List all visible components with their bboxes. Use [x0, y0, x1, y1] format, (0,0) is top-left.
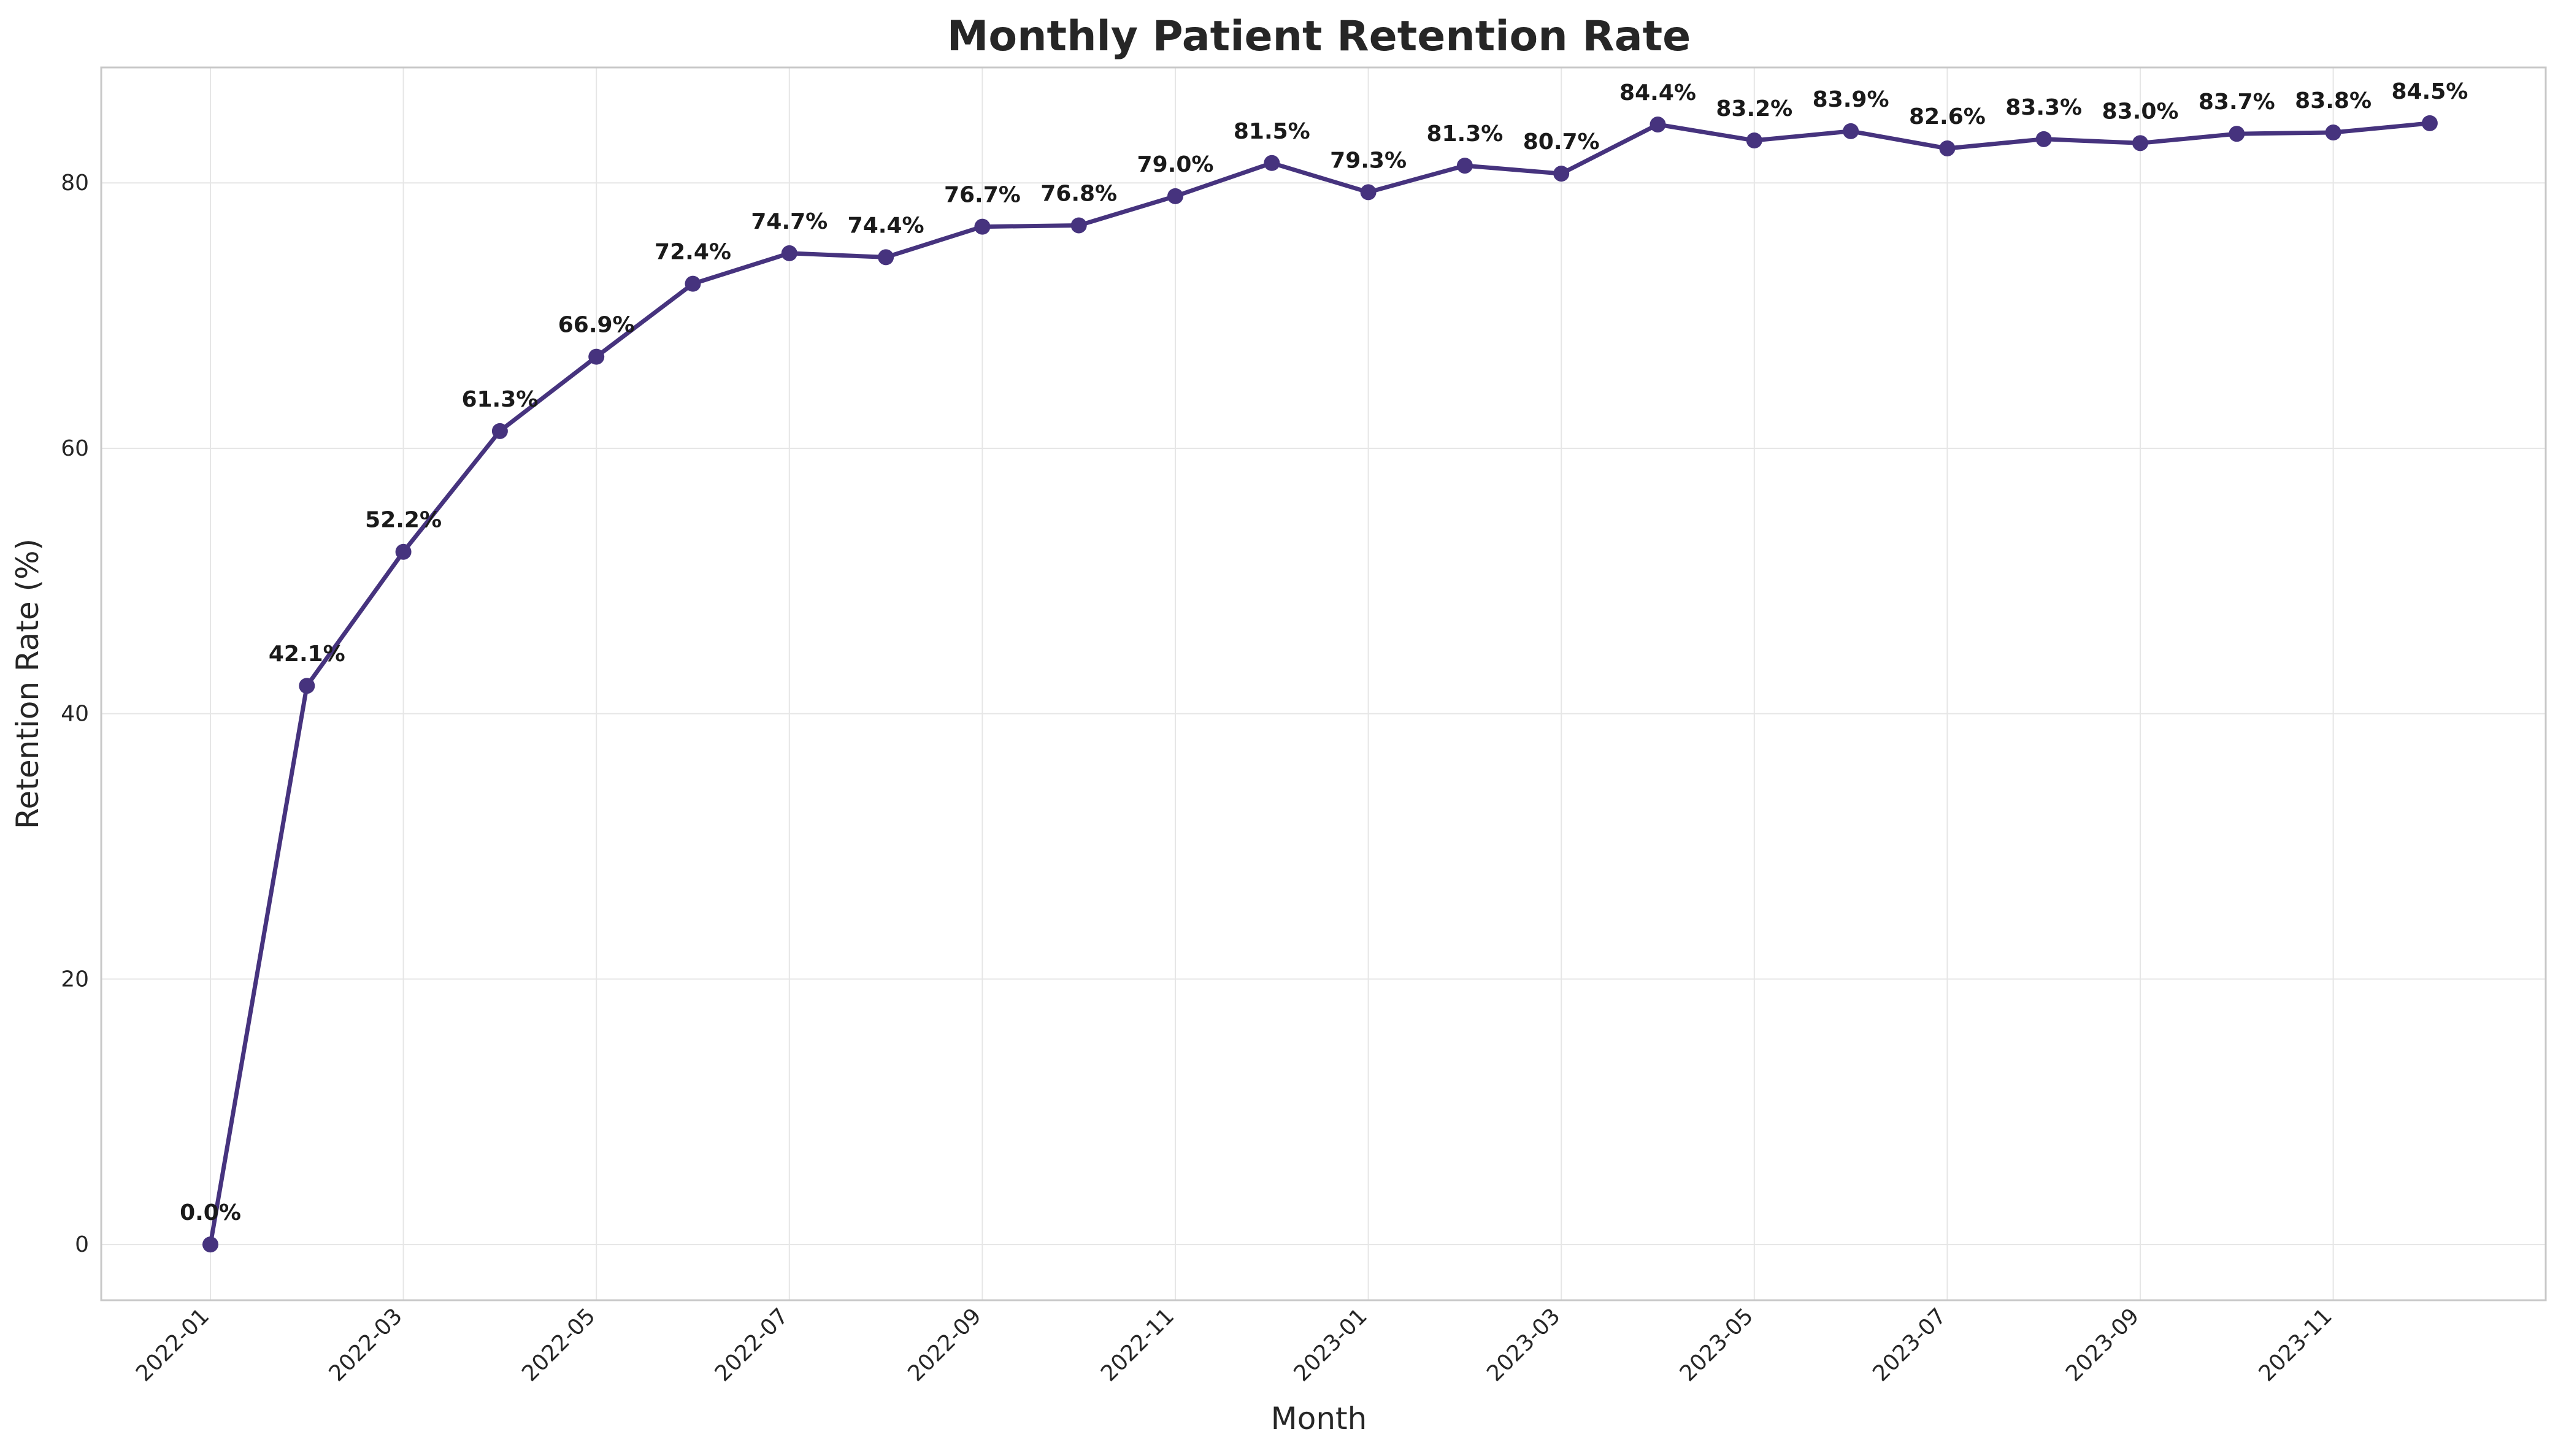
series: [202, 115, 2438, 1253]
data-point: [1070, 217, 1087, 234]
y-tick-label: 20: [61, 967, 89, 992]
data-point: [1939, 140, 1956, 156]
data-label: 0.0%: [180, 1200, 241, 1225]
data-label: 76.8%: [1040, 181, 1117, 206]
y-tick-label: 0: [75, 1232, 89, 1257]
data-point: [1553, 166, 1570, 182]
series-line: [208, 121, 2430, 1245]
y-tick-label: 60: [61, 436, 89, 461]
data-labels: 0.0% 42.1% 52.2% 61.3% 66.9% 72.4% 74.7% 74.4% 7…: [180, 79, 2468, 1225]
y-axis-label: Retention Rate (%): [10, 538, 45, 829]
x-tick-label: 2023-03: [1482, 1303, 1565, 1386]
data-point: [2325, 125, 2341, 141]
chart-title: Monthly Patient Retention Rate: [947, 12, 1691, 61]
data-label: 83.8%: [2295, 88, 2372, 113]
x-tick-label: 2022-05: [517, 1303, 600, 1386]
data-label: 81.5%: [1234, 119, 1310, 144]
y-tick-label: 40: [61, 702, 89, 727]
data-point: [491, 423, 508, 439]
data-point: [1456, 158, 1473, 174]
data-label: 84.5%: [2391, 79, 2468, 104]
data-point: [299, 678, 315, 694]
data-label: 66.9%: [558, 313, 635, 338]
x-tick-label: 2022-03: [325, 1303, 407, 1386]
x-tick-label: 2022-09: [903, 1303, 986, 1386]
x-tick-label: 2023-11: [2254, 1303, 2337, 1386]
data-point: [2132, 135, 2148, 151]
data-label: 74.4%: [848, 213, 924, 238]
x-tick-label: 2023-05: [1675, 1303, 1758, 1386]
data-label: 82.6%: [1909, 104, 1986, 129]
data-label: 42.1%: [269, 642, 345, 667]
x-tick-label: 2022-07: [710, 1303, 793, 1386]
data-point: [781, 245, 797, 261]
data-label: 83.7%: [2199, 90, 2275, 115]
data-point: [588, 348, 605, 365]
data-label: 84.4%: [1619, 80, 1696, 105]
y-tick-label: 80: [61, 171, 89, 196]
data-label: 76.7%: [944, 183, 1021, 208]
data-point: [685, 275, 701, 292]
plot-frame: [100, 66, 2547, 1301]
x-tick-label: 2023-09: [2061, 1303, 2144, 1386]
data-label: 74.7%: [751, 209, 828, 234]
data-label: 79.0%: [1137, 152, 1214, 177]
data-point: [2421, 115, 2438, 131]
x-tick-label: 2023-01: [1289, 1303, 1372, 1386]
data-label: 83.9%: [1813, 87, 1889, 112]
data-point: [1264, 155, 1280, 171]
data-point: [1843, 123, 1859, 139]
data-label: 83.3%: [2005, 95, 2082, 120]
data-point: [1746, 132, 1762, 148]
data-point: [2035, 131, 2052, 147]
data-point: [1650, 117, 1666, 133]
x-tick-label: 2022-01: [131, 1303, 214, 1386]
data-point: [395, 543, 412, 560]
x-axis-label: Month: [1271, 1401, 1367, 1436]
data-label: 52.2%: [365, 508, 442, 533]
data-label: 81.3%: [1426, 121, 1503, 147]
data-point: [1360, 184, 1377, 201]
data-point: [974, 218, 991, 235]
data-point: [878, 249, 894, 266]
grid: [101, 67, 2546, 1300]
axis-ticks: 0 20 40 60 80 2022-01 2022-03 2022-05 2022-07 202…: [61, 171, 2337, 1386]
x-tick-label: 2023-07: [1868, 1303, 1951, 1386]
data-label: 83.0%: [2102, 99, 2179, 124]
x-tick-label: 2022-11: [1096, 1303, 1179, 1386]
data-point: [1167, 188, 1183, 204]
data-label: 61.3%: [461, 387, 538, 412]
data-point: [2229, 126, 2245, 142]
data-label: 80.7%: [1523, 129, 1600, 155]
data-label: 79.3%: [1330, 148, 1407, 173]
data-point: [202, 1236, 218, 1253]
data-label: 83.2%: [1716, 96, 1792, 121]
data-label: 72.4%: [655, 240, 731, 265]
